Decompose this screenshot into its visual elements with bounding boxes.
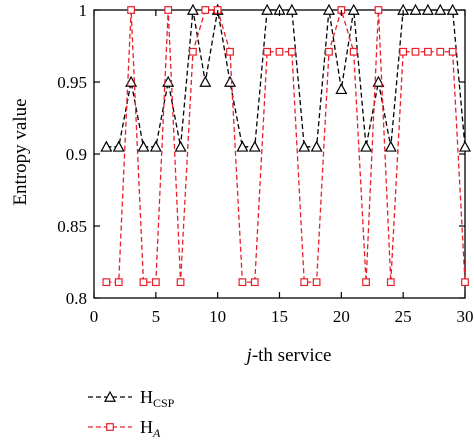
data-point — [458, 140, 472, 152]
y-tick-label: 1 — [79, 1, 88, 20]
data-point — [199, 75, 212, 87]
data-point — [176, 278, 185, 287]
data-point — [174, 140, 187, 152]
data-point — [151, 278, 160, 287]
data-point — [434, 3, 447, 15]
legend-item-hcsp: HCSP — [88, 387, 175, 410]
series-line — [106, 7, 466, 283]
data-point — [250, 278, 259, 287]
data-point — [436, 47, 445, 56]
series-hcsp — [100, 3, 472, 152]
data-point — [114, 278, 123, 287]
data-point — [137, 140, 150, 152]
y-axis-title: Entropy value — [10, 98, 31, 205]
data-point — [312, 278, 321, 287]
data-point — [263, 47, 272, 56]
data-point — [112, 140, 125, 152]
data-point — [411, 47, 420, 56]
data-point — [448, 47, 457, 56]
data-point — [189, 47, 197, 56]
data-point — [362, 278, 370, 287]
x-axis-title: j-th service — [244, 345, 332, 366]
tick-layer: 0 5 10 15 20 25 30 0.8 0.85 0.9 0.95 1 — [57, 1, 473, 326]
y-tick-label: 0.85 — [57, 217, 87, 236]
data-point — [461, 278, 469, 287]
legend-label: HA — [140, 417, 161, 440]
legend-marker — [106, 423, 114, 431]
data-point — [325, 47, 333, 56]
data-point — [226, 47, 234, 56]
legend-marker — [103, 390, 117, 402]
data-point — [287, 47, 296, 56]
data-point — [300, 278, 309, 287]
x-tick-label: 15 — [271, 307, 288, 326]
data-point — [149, 140, 162, 152]
data-point — [186, 3, 199, 15]
data-point — [349, 47, 358, 56]
x-tick-label: 5 — [152, 307, 161, 326]
data-point — [236, 140, 249, 152]
data-point — [310, 140, 323, 152]
x-tick-label: 25 — [395, 307, 412, 326]
data-point — [409, 3, 422, 15]
x-tick-label: 0 — [90, 307, 99, 326]
data-point — [164, 6, 173, 14]
legend-label-subscript: CSP — [153, 396, 175, 410]
series-layer — [100, 3, 472, 287]
data-point — [162, 75, 175, 87]
data-point — [421, 3, 434, 15]
data-point — [238, 278, 247, 287]
y-tick-label: 0.95 — [57, 73, 87, 92]
data-point — [100, 140, 113, 152]
data-point — [372, 75, 385, 87]
x-axis-title-rest: -th service — [252, 345, 332, 366]
data-point — [424, 47, 432, 56]
data-point — [360, 140, 373, 152]
data-point — [224, 75, 237, 87]
x-tick-label: 30 — [457, 307, 474, 326]
legend-item-ha: HA — [88, 417, 161, 440]
data-point — [125, 75, 138, 87]
data-point — [248, 140, 261, 152]
x-tick-label: 10 — [209, 307, 226, 326]
data-point — [446, 3, 459, 15]
x-tick-label: 20 — [333, 307, 350, 326]
data-point — [298, 140, 311, 152]
data-point — [102, 278, 111, 287]
data-point — [139, 278, 148, 287]
legend-label: HCSP — [140, 387, 175, 410]
data-point — [261, 3, 274, 15]
legend-label-main: H — [140, 387, 153, 407]
y-tick-label: 0.9 — [66, 145, 87, 164]
data-point — [374, 6, 383, 14]
y-tick-label: 0.8 — [66, 289, 87, 308]
data-point — [335, 82, 348, 95]
data-point — [399, 47, 408, 56]
data-point — [322, 3, 335, 15]
data-point — [386, 278, 395, 287]
data-point — [384, 140, 397, 152]
x-axis-title-italic: j — [244, 345, 252, 366]
data-point — [285, 3, 298, 15]
data-point — [201, 6, 210, 14]
series-ha — [102, 6, 469, 287]
data-point — [275, 47, 284, 56]
legend-label-main: H — [140, 417, 153, 437]
series-line — [106, 9, 466, 148]
data-point — [347, 3, 360, 15]
data-point — [127, 6, 136, 14]
legend-label-subscript: A — [152, 426, 161, 440]
